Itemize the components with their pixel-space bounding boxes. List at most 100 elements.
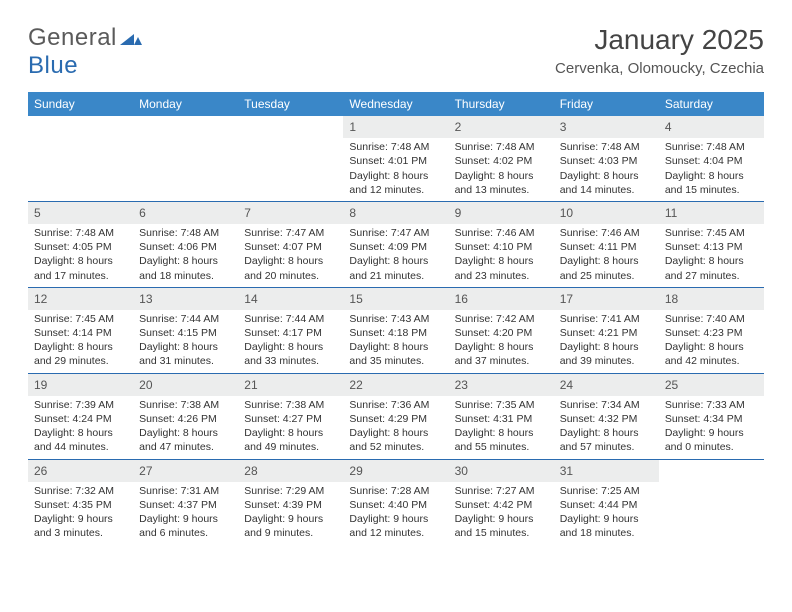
day-daylight1: Daylight: 8 hours [139,426,232,440]
day-cell: 6Sunrise: 7:48 AMSunset: 4:06 PMDaylight… [133,202,238,287]
day-cell: 8Sunrise: 7:47 AMSunset: 4:09 PMDaylight… [343,202,448,287]
day-sunrise: Sunrise: 7:48 AM [139,226,232,240]
day-number: 9 [449,202,554,224]
day-cell: 18Sunrise: 7:40 AMSunset: 4:23 PMDayligh… [659,288,764,373]
dow-tuesday: Tuesday [238,92,343,116]
day-number: 3 [554,116,659,138]
day-body: Sunrise: 7:47 AMSunset: 4:09 PMDaylight:… [343,224,448,287]
day-daylight1: Daylight: 8 hours [455,254,548,268]
day-sunrise: Sunrise: 7:28 AM [349,484,442,498]
day-sunrise: Sunrise: 7:40 AM [665,312,758,326]
day-number: 7 [238,202,343,224]
day-body: Sunrise: 7:35 AMSunset: 4:31 PMDaylight:… [449,396,554,459]
day-cell: 10Sunrise: 7:46 AMSunset: 4:11 PMDayligh… [554,202,659,287]
day-number: 26 [28,460,133,482]
day-daylight2: and 15 minutes. [455,526,548,540]
day-daylight1: Daylight: 8 hours [349,426,442,440]
day-body: Sunrise: 7:28 AMSunset: 4:40 PMDaylight:… [343,482,448,545]
day-sunset: Sunset: 4:23 PM [665,326,758,340]
day-number: 20 [133,374,238,396]
week-row: 19Sunrise: 7:39 AMSunset: 4:24 PMDayligh… [28,373,764,459]
day-cell: 28Sunrise: 7:29 AMSunset: 4:39 PMDayligh… [238,460,343,545]
day-sunset: Sunset: 4:39 PM [244,498,337,512]
day-number: 17 [554,288,659,310]
day-sunset: Sunset: 4:17 PM [244,326,337,340]
day-body: Sunrise: 7:39 AMSunset: 4:24 PMDaylight:… [28,396,133,459]
day-daylight1: Daylight: 8 hours [665,169,758,183]
calendar-grid: Sunday Monday Tuesday Wednesday Thursday… [28,92,764,544]
day-body: Sunrise: 7:46 AMSunset: 4:11 PMDaylight:… [554,224,659,287]
day-body: Sunrise: 7:48 AMSunset: 4:02 PMDaylight:… [449,138,554,201]
day-body: Sunrise: 7:48 AMSunset: 4:03 PMDaylight:… [554,138,659,201]
day-number: 16 [449,288,554,310]
day-sunrise: Sunrise: 7:41 AM [560,312,653,326]
day-number: 29 [343,460,448,482]
day-body: Sunrise: 7:41 AMSunset: 4:21 PMDaylight:… [554,310,659,373]
day-cell: 2Sunrise: 7:48 AMSunset: 4:02 PMDaylight… [449,116,554,201]
day-cell [659,460,764,545]
day-sunset: Sunset: 4:03 PM [560,154,653,168]
week-row: 5Sunrise: 7:48 AMSunset: 4:05 PMDaylight… [28,201,764,287]
day-cell: 17Sunrise: 7:41 AMSunset: 4:21 PMDayligh… [554,288,659,373]
day-cell: 25Sunrise: 7:33 AMSunset: 4:34 PMDayligh… [659,374,764,459]
day-sunset: Sunset: 4:44 PM [560,498,653,512]
location-text: Cervenka, Olomoucky, Czechia [555,60,764,77]
day-daylight2: and 21 minutes. [349,269,442,283]
dow-sunday: Sunday [28,92,133,116]
day-daylight1: Daylight: 8 hours [455,426,548,440]
day-sunset: Sunset: 4:35 PM [34,498,127,512]
day-daylight1: Daylight: 8 hours [560,169,653,183]
day-number: 1 [343,116,448,138]
day-sunset: Sunset: 4:26 PM [139,412,232,426]
day-daylight2: and 42 minutes. [665,354,758,368]
day-number: 30 [449,460,554,482]
day-body: Sunrise: 7:48 AMSunset: 4:01 PMDaylight:… [343,138,448,201]
day-sunset: Sunset: 4:02 PM [455,154,548,168]
day-body: Sunrise: 7:48 AMSunset: 4:05 PMDaylight:… [28,224,133,287]
day-sunset: Sunset: 4:06 PM [139,240,232,254]
day-daylight1: Daylight: 8 hours [665,254,758,268]
day-daylight1: Daylight: 8 hours [349,340,442,354]
day-daylight1: Daylight: 8 hours [34,426,127,440]
day-body: Sunrise: 7:31 AMSunset: 4:37 PMDaylight:… [133,482,238,545]
day-number: 12 [28,288,133,310]
day-daylight2: and 18 minutes. [560,526,653,540]
day-sunset: Sunset: 4:24 PM [34,412,127,426]
day-sunset: Sunset: 4:27 PM [244,412,337,426]
week-row: 26Sunrise: 7:32 AMSunset: 4:35 PMDayligh… [28,459,764,545]
day-daylight1: Daylight: 8 hours [455,169,548,183]
day-sunset: Sunset: 4:04 PM [665,154,758,168]
day-body: Sunrise: 7:34 AMSunset: 4:32 PMDaylight:… [554,396,659,459]
day-daylight1: Daylight: 8 hours [560,426,653,440]
day-sunset: Sunset: 4:15 PM [139,326,232,340]
day-cell: 4Sunrise: 7:48 AMSunset: 4:04 PMDaylight… [659,116,764,201]
day-daylight2: and 35 minutes. [349,354,442,368]
day-sunrise: Sunrise: 7:48 AM [34,226,127,240]
day-sunrise: Sunrise: 7:48 AM [455,140,548,154]
day-sunrise: Sunrise: 7:48 AM [665,140,758,154]
day-number: 15 [343,288,448,310]
day-daylight2: and 27 minutes. [665,269,758,283]
day-cell: 26Sunrise: 7:32 AMSunset: 4:35 PMDayligh… [28,460,133,545]
day-number: 24 [554,374,659,396]
day-sunset: Sunset: 4:13 PM [665,240,758,254]
day-daylight2: and 3 minutes. [34,526,127,540]
day-body: Sunrise: 7:42 AMSunset: 4:20 PMDaylight:… [449,310,554,373]
day-sunset: Sunset: 4:20 PM [455,326,548,340]
day-sunset: Sunset: 4:09 PM [349,240,442,254]
title-block: January 2025 Cervenka, Olomoucky, Czechi… [555,24,764,77]
day-cell: 19Sunrise: 7:39 AMSunset: 4:24 PMDayligh… [28,374,133,459]
day-sunrise: Sunrise: 7:33 AM [665,398,758,412]
day-sunrise: Sunrise: 7:27 AM [455,484,548,498]
day-daylight1: Daylight: 8 hours [139,254,232,268]
day-daylight2: and 15 minutes. [665,183,758,197]
day-number: 27 [133,460,238,482]
day-number: 10 [554,202,659,224]
day-number: 13 [133,288,238,310]
day-daylight1: Daylight: 9 hours [560,512,653,526]
day-sunrise: Sunrise: 7:47 AM [244,226,337,240]
day-daylight1: Daylight: 9 hours [665,426,758,440]
day-body: Sunrise: 7:25 AMSunset: 4:44 PMDaylight:… [554,482,659,545]
day-daylight2: and 44 minutes. [34,440,127,454]
day-daylight1: Daylight: 9 hours [139,512,232,526]
